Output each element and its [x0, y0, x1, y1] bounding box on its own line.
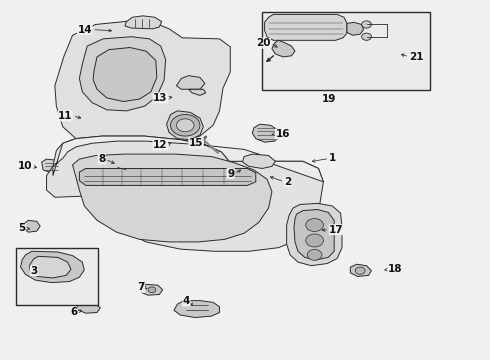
Text: 14: 14: [77, 24, 92, 35]
Circle shape: [171, 114, 200, 136]
Text: 21: 21: [409, 52, 424, 62]
Circle shape: [306, 234, 323, 247]
Polygon shape: [350, 264, 371, 276]
Text: 17: 17: [329, 225, 344, 235]
Text: 4: 4: [183, 296, 190, 306]
Bar: [262, 12, 430, 90]
Text: 1: 1: [329, 153, 337, 163]
Polygon shape: [167, 111, 203, 140]
Text: 7: 7: [137, 282, 145, 292]
Polygon shape: [141, 284, 163, 295]
Circle shape: [362, 21, 371, 28]
Circle shape: [306, 219, 323, 231]
Text: 16: 16: [275, 129, 290, 139]
Text: 18: 18: [388, 264, 403, 274]
Text: 10: 10: [17, 161, 32, 171]
Polygon shape: [24, 220, 40, 232]
Text: 11: 11: [58, 111, 73, 121]
Polygon shape: [79, 168, 256, 185]
Polygon shape: [265, 14, 347, 40]
Text: 19: 19: [322, 94, 337, 104]
Text: 2: 2: [284, 177, 292, 187]
Polygon shape: [93, 48, 157, 102]
Text: 3: 3: [30, 266, 38, 276]
Polygon shape: [243, 154, 275, 168]
Polygon shape: [21, 251, 84, 283]
Polygon shape: [79, 37, 166, 111]
Circle shape: [362, 33, 371, 40]
Text: 12: 12: [153, 140, 168, 150]
Text: 5: 5: [18, 223, 25, 233]
Polygon shape: [174, 301, 220, 318]
Polygon shape: [294, 210, 334, 260]
Circle shape: [148, 287, 156, 293]
Text: 8: 8: [98, 154, 105, 164]
Text: 9: 9: [227, 168, 234, 179]
Polygon shape: [73, 154, 272, 242]
Circle shape: [176, 119, 194, 132]
Polygon shape: [252, 124, 280, 142]
Polygon shape: [110, 158, 133, 171]
Polygon shape: [42, 159, 63, 173]
Circle shape: [355, 267, 365, 274]
Polygon shape: [176, 76, 205, 89]
Text: 15: 15: [189, 138, 203, 148]
Polygon shape: [189, 89, 206, 95]
Text: 13: 13: [153, 93, 168, 103]
Polygon shape: [55, 21, 230, 148]
Polygon shape: [125, 16, 162, 29]
Polygon shape: [77, 302, 100, 313]
Bar: [16, 248, 98, 305]
Text: 20: 20: [256, 38, 270, 48]
Polygon shape: [287, 203, 342, 266]
Polygon shape: [47, 136, 323, 251]
Circle shape: [307, 249, 322, 260]
Polygon shape: [29, 256, 71, 278]
Text: 6: 6: [70, 307, 77, 318]
Polygon shape: [272, 40, 295, 57]
Polygon shape: [347, 22, 364, 35]
Polygon shape: [53, 136, 323, 182]
